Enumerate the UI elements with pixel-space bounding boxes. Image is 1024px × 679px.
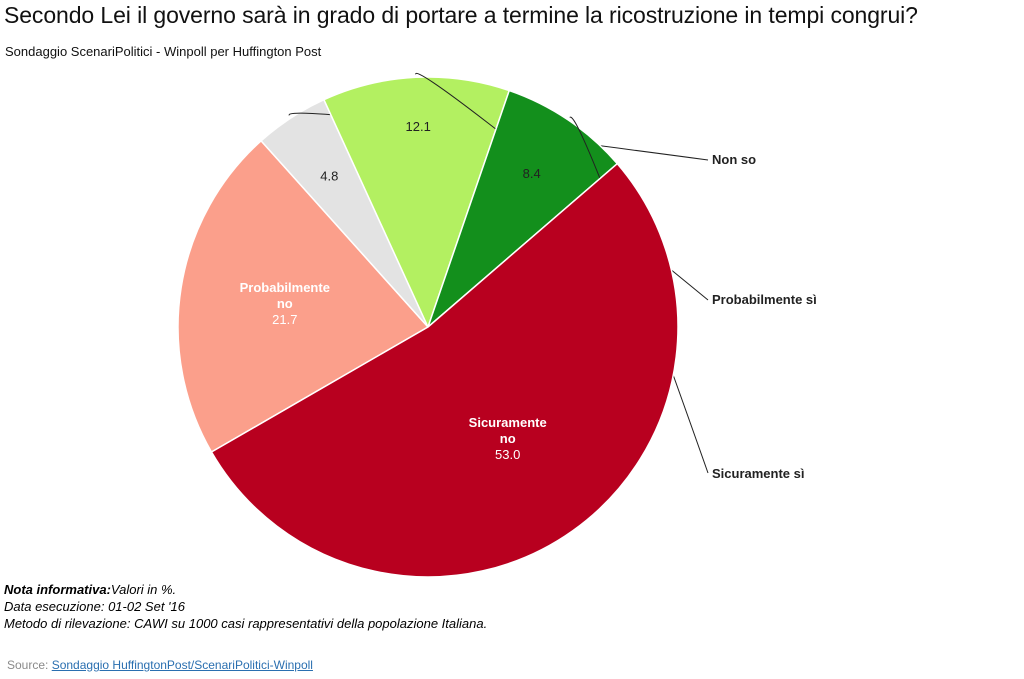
source-prefix: Source: <box>7 658 52 672</box>
notes-block: Nota informativa:Valori in %. Data esecu… <box>4 581 487 632</box>
slice-label-probabilmente-s: Probabilmente sì <box>712 292 817 307</box>
chart-subtitle: Sondaggio ScenariPolitici - Winpoll per … <box>5 44 322 59</box>
notes-line-values: Nota informativa:Valori in %. <box>4 581 487 598</box>
notes-date: Data esecuzione: 01-02 Set '16 <box>4 599 185 614</box>
source-line: Source: Sondaggio HuffingtonPost/Scenari… <box>7 658 313 672</box>
slice-sicuramente-no[interactable] <box>210 162 679 578</box>
source-link[interactable]: Sondaggio HuffingtonPost/ScenariPolitici… <box>51 658 313 672</box>
slice-label-probabilmente-no: Probabilmente <box>240 280 330 295</box>
slice-label-probabilmente-no: no <box>277 296 293 311</box>
slice-value-probabilmente-no: 21.7 <box>272 312 297 327</box>
slice-label-non-so: Non so <box>712 152 756 167</box>
slice-value-sicuramente-s: 8.4 <box>523 166 541 181</box>
notes-method: Metodo di rilevazione: CAWI su 1000 casi… <box>4 616 488 631</box>
slice-label-sicuramente-s: Sicuramente sì <box>712 466 805 481</box>
notes-values: Valori in %. <box>110 582 177 597</box>
slice-value-sicuramente-no: 53.0 <box>495 447 520 462</box>
slice-label-sicuramente-no: Sicuramente <box>469 415 547 430</box>
slice-sicuramente-s[interactable] <box>426 89 619 330</box>
slice-probabilmente-s[interactable] <box>322 76 511 330</box>
chart-title: Secondo Lei il governo sarà in grado di … <box>4 2 918 28</box>
slice-value-probabilmente-s: 12.1 <box>406 119 431 134</box>
notes-label: Nota informativa: <box>4 582 111 597</box>
slice-value-non-so: 4.8 <box>320 169 338 184</box>
slice-probabilmente-no[interactable] <box>177 139 430 454</box>
slice-label-sicuramente-no: no <box>500 431 516 446</box>
